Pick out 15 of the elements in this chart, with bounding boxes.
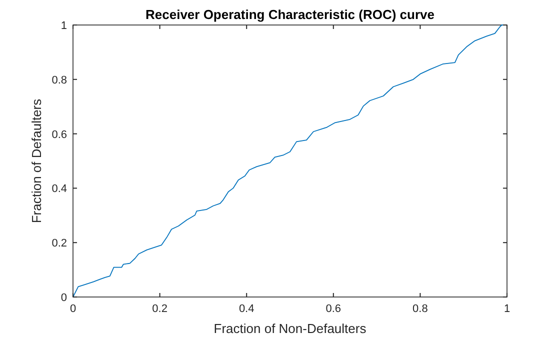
y-tick-label: 0.8 (52, 74, 67, 86)
y-tick-label: 0.2 (52, 238, 67, 250)
y-tick-label: 0 (60, 292, 67, 304)
x-tick-label: 0.8 (412, 303, 428, 315)
y-tick-label: 1 (60, 20, 67, 32)
x-tick-label: 0.6 (326, 303, 342, 315)
chart-title: Receiver Operating Characteristic (ROC) curve (146, 7, 434, 22)
y-tick-label: 0.4 (52, 183, 67, 196)
x-axis-title: Fraction of Non-Defaulters (214, 321, 367, 336)
x-tick-label: 0 (70, 303, 76, 315)
x-tick-label: 1 (504, 303, 510, 315)
y-axis-title: Fraction of Defaulters (29, 98, 44, 224)
x-tick-label: 0.2 (152, 303, 168, 315)
y-tick-label: 0.6 (52, 128, 67, 141)
x-tick-label: 0.4 (238, 303, 254, 315)
